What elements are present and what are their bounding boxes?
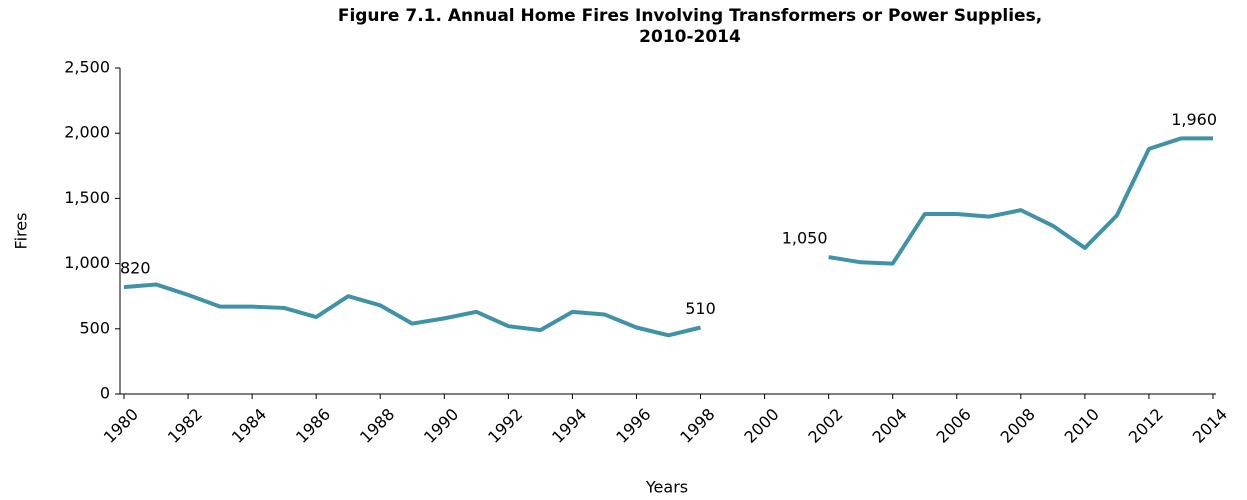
x-tick-label: 1980	[100, 405, 142, 447]
data-label: 510	[685, 299, 716, 318]
x-tick-label: 2000	[740, 405, 782, 447]
y-tick-label: 1,500	[64, 188, 110, 207]
chart-title: Figure 7.1. Annual Home Fires Involving …	[337, 6, 1043, 47]
line-series	[123, 136, 1213, 338]
y-tick-label: 2,000	[64, 123, 110, 142]
y-axis-label: Fires	[12, 213, 31, 250]
x-tick-label: 1982	[164, 405, 206, 447]
x-tick-label: 2014	[1189, 405, 1231, 447]
x-tick-label: 1984	[228, 405, 270, 447]
x-tick-label: 2008	[997, 405, 1039, 447]
x-tick-label: 1996	[612, 405, 654, 447]
x-tick-label: 1992	[484, 405, 526, 447]
x-tick-label: 1994	[548, 405, 590, 447]
x-tick-label: 1998	[676, 405, 718, 447]
x-tick-label: 1988	[356, 405, 398, 447]
data-label: 1,050	[782, 229, 828, 248]
x-tick-label: 2002	[804, 405, 846, 447]
x-axis-label: Years	[645, 478, 688, 497]
x-tick-label: 2012	[1125, 405, 1167, 447]
x-tick-label: 2004	[868, 405, 910, 447]
y-tick-label: 1,000	[64, 253, 110, 272]
data-label: 820	[120, 259, 151, 278]
data-label: 1,960	[1171, 110, 1217, 129]
y-tick-label: 0	[100, 384, 110, 403]
y-tick-label: 500	[79, 318, 110, 337]
x-tick-label: 2006	[933, 405, 975, 447]
y-tick-label: 2,500	[64, 58, 110, 77]
x-tick-label: 1990	[420, 405, 462, 447]
x-tick-label: 1986	[292, 405, 334, 447]
x-tick-label: 2010	[1061, 405, 1103, 447]
